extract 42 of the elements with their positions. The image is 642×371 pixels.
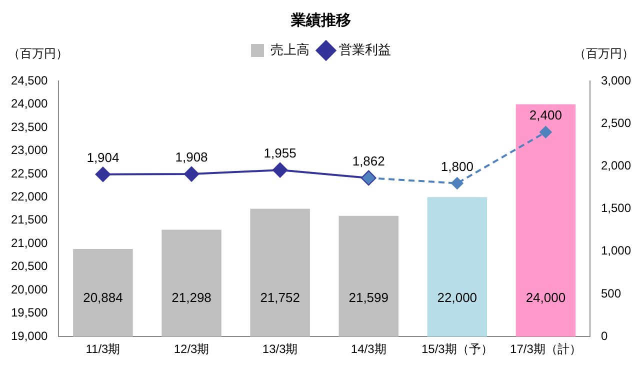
data-label: 24,000: [526, 290, 566, 306]
x-tick-label: 12/3期: [174, 342, 210, 356]
data-label: 2,400: [529, 108, 562, 123]
data-label: 1,955: [264, 146, 296, 161]
chart-title: 業績推移: [290, 12, 351, 30]
y2-tick-label: 1,500: [600, 201, 632, 216]
x-tick-label: 15/3期（予）: [421, 342, 493, 356]
y-axis-title: （百万円）: [8, 46, 68, 60]
y2-tick-label: 500: [600, 286, 622, 300]
legend-label: 売上高: [270, 42, 310, 58]
y2-tick-label: 2,000: [600, 158, 632, 173]
data-label: 22,000: [437, 290, 478, 306]
data-label: 21,752: [260, 290, 300, 306]
data-label: 1,800: [440, 158, 474, 174]
x-tick-label: 14/3期: [350, 342, 386, 356]
y-tick-label: 19,500: [11, 306, 48, 320]
y-tick-label: 21,000: [11, 236, 48, 250]
y-tick-label: 20,000: [11, 282, 48, 296]
y-tick-label: 23,000: [11, 143, 48, 158]
y-tick-label: 21,500: [11, 212, 48, 227]
y-tick-label: 22,500: [11, 166, 48, 180]
y-tick-label: 24,500: [11, 73, 48, 88]
data-label: 1,904: [86, 150, 120, 165]
y2-tick-label: 1,000: [600, 244, 632, 258]
x-tick-label: 17/3期（計）: [510, 342, 582, 356]
data-label: 1,862: [352, 154, 385, 169]
y2-tick-label: 0: [600, 328, 608, 343]
y-tick-label: 23,500: [11, 120, 48, 134]
legend-label: 営業利益: [339, 42, 391, 58]
data-label: 21,298: [172, 290, 212, 306]
y-tick-label: 20,500: [11, 259, 48, 274]
data-label: 20,884: [83, 290, 123, 306]
y-tick-label: 24,000: [11, 96, 48, 111]
data-label: 21,599: [348, 290, 388, 306]
y2-axis-title: （百万円）: [574, 46, 634, 60]
x-tick-label: 11/3期: [86, 342, 120, 356]
x-tick-label: 13/3期: [262, 342, 298, 356]
y-tick-label: 19,000: [11, 328, 48, 343]
y2-tick-label: 2,500: [600, 116, 632, 130]
y2-tick-label: 3,000: [600, 73, 632, 88]
data-label: 1,908: [175, 150, 208, 165]
y-tick-label: 22,000: [11, 189, 48, 204]
